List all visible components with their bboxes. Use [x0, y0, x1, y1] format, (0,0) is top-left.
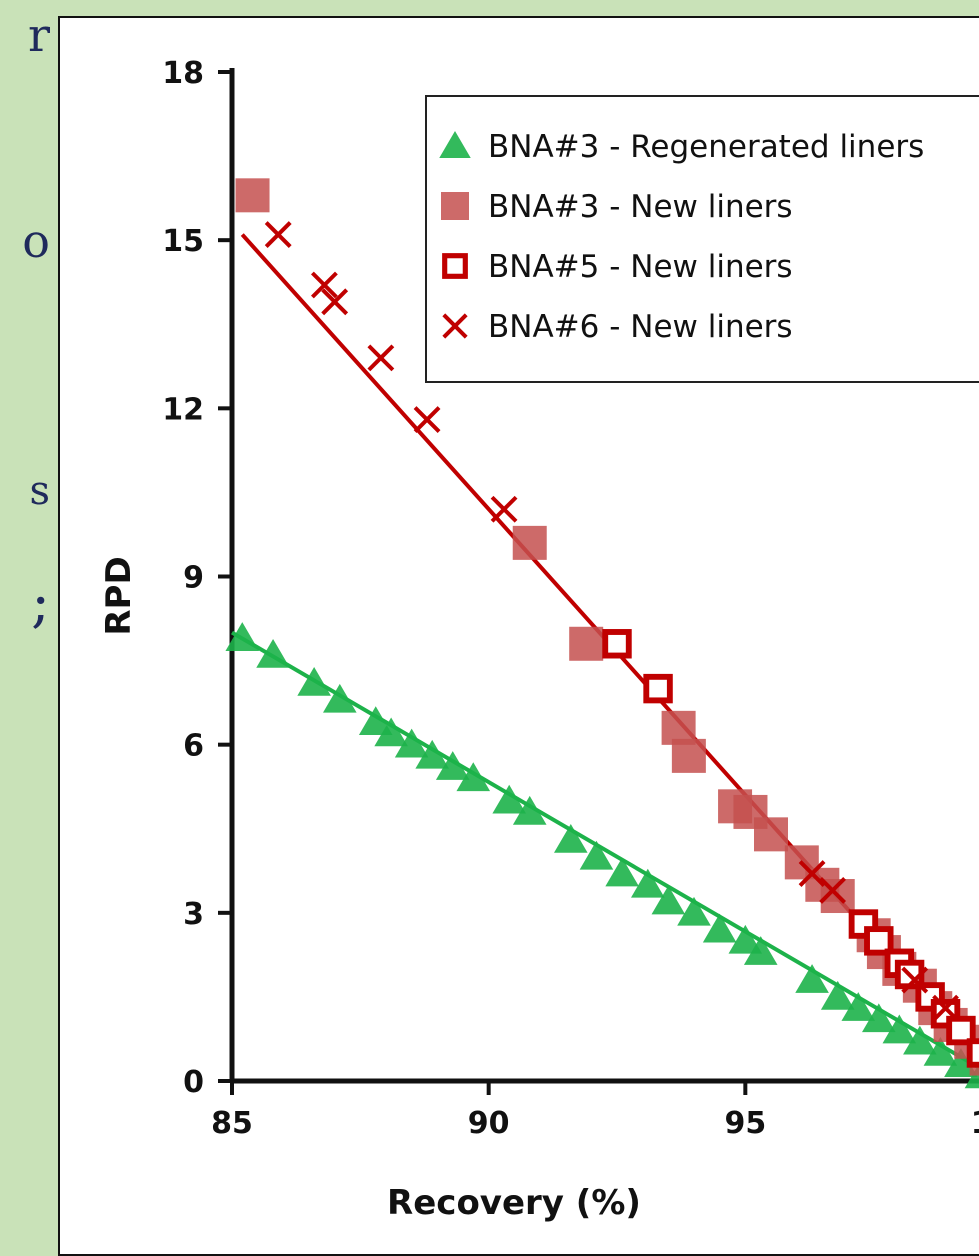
- triangle-point: [358, 706, 393, 736]
- triangle-point: [605, 857, 639, 887]
- filled-square-point: [235, 178, 270, 213]
- legend-entry-label: BNA#6 - New liners: [488, 309, 793, 345]
- y-tick-label: 9: [183, 561, 204, 596]
- y-axis-title: RPD: [99, 556, 139, 635]
- open-square-point: [864, 926, 894, 956]
- filled-square-point: [512, 525, 547, 560]
- triangle-point: [862, 1003, 896, 1033]
- triangle-point: [728, 924, 763, 954]
- x-tick-label: 90: [468, 1106, 510, 1141]
- x-tick-label: 95: [724, 1106, 766, 1141]
- x-marker-stroke: [367, 344, 395, 372]
- x-marker-stroke: [798, 860, 826, 888]
- x-point: [901, 966, 929, 994]
- side-text-fragment: s: [29, 468, 50, 514]
- x-marker-stroke: [932, 994, 959, 1022]
- side-text-fragment: r: [28, 8, 50, 62]
- open-square-point: [946, 1015, 976, 1046]
- x-point: [264, 221, 292, 248]
- side-text-fragment: ;: [31, 570, 50, 635]
- x-point: [321, 288, 349, 316]
- triangle-point: [456, 762, 491, 792]
- x-point: [367, 344, 395, 372]
- legend-marker-filled-square-point: [441, 192, 469, 220]
- legend-marker-open-square-point: [442, 253, 468, 279]
- triangle-point: [394, 728, 429, 758]
- x-tick-label: 100: [971, 1106, 979, 1141]
- triangle-point: [512, 795, 547, 825]
- open-square-point: [602, 629, 632, 659]
- triangle-point: [225, 622, 260, 651]
- x-point: [932, 994, 959, 1022]
- legend-entry-label: BNA#3 - New liners: [488, 189, 793, 225]
- chart-panel: 0 3 6 9 12 15 18 85 90 95 100 BNA#3 - Regenerated …: [58, 16, 979, 1256]
- open-square-point: [643, 673, 673, 704]
- triangle-point: [631, 868, 665, 898]
- triangle-point: [841, 992, 876, 1021]
- triangle-point: [374, 717, 408, 747]
- x-marker-stroke: [321, 288, 349, 316]
- trendline-green: [230, 630, 979, 1070]
- triangle-point: [702, 913, 737, 943]
- y-tick-label: 18: [162, 56, 204, 91]
- triangle-point: [554, 823, 588, 853]
- triangle-point: [492, 784, 526, 814]
- triangle-point: [435, 751, 470, 780]
- side-text-fragment: o: [22, 214, 50, 268]
- x-point: [490, 495, 518, 523]
- x-marker-stroke: [442, 313, 468, 339]
- x-marker-stroke: [901, 966, 929, 994]
- triangle-point: [579, 840, 614, 870]
- triangle-point: [677, 896, 711, 926]
- triangle-point: [903, 1025, 937, 1055]
- x-marker-stroke: [413, 406, 441, 433]
- filled-square-point: [671, 738, 706, 773]
- y-tick-label: 12: [162, 392, 204, 427]
- legend-marker-triangle-point: [439, 131, 471, 158]
- x-marker-stroke: [819, 876, 847, 904]
- x-point: [798, 860, 826, 888]
- triangle-point: [820, 980, 855, 1010]
- legend: BNA#3 - Regenerated liners BNA#3 - New li…: [425, 95, 979, 383]
- rpd-recovery-chart: 0 3 6 9 12 15 18 85 90 95 100 BNA#3 - Regenerated …: [99, 56, 979, 1223]
- triangle-point: [297, 667, 331, 696]
- triangle-point: [256, 638, 290, 668]
- y-tick-label: 6: [183, 729, 204, 764]
- triangle-point: [743, 936, 778, 965]
- triangle-point: [323, 683, 357, 713]
- y-tick-label: 3: [183, 897, 204, 932]
- triangle-point: [923, 1036, 958, 1066]
- x-axis-title: Recovery (%): [387, 1183, 641, 1223]
- x-marker-stroke: [490, 495, 518, 523]
- x-point: [819, 876, 847, 904]
- plot-area: 0 3 6 9 12 15 18 85 90 95 100: [162, 56, 979, 1141]
- filled-square-point: [754, 817, 788, 852]
- legend-entry-label: BNA#5 - New liners: [488, 249, 793, 285]
- x-marker-stroke: [310, 271, 338, 299]
- x-point: [310, 271, 338, 299]
- triangle-point: [795, 964, 829, 993]
- triangle-point: [415, 739, 449, 769]
- legend-box: [425, 95, 979, 383]
- filled-square-point: [569, 626, 604, 661]
- triangle-point: [944, 1048, 978, 1077]
- triangle-point: [882, 1014, 917, 1044]
- x-marker-stroke: [264, 221, 292, 248]
- legend-marker-x-point: [442, 313, 468, 339]
- x-point: [413, 406, 441, 433]
- y-tick-label: 15: [162, 224, 204, 259]
- side-text-fragments: r o s ;: [0, 0, 58, 1225]
- y-tick-label: 0: [183, 1065, 204, 1100]
- legend-entry-label: BNA#3 - Regenerated liners: [488, 129, 924, 165]
- x-tick-label: 85: [211, 1106, 253, 1141]
- triangle-point: [651, 885, 686, 915]
- open-square-point: [966, 1038, 979, 1068]
